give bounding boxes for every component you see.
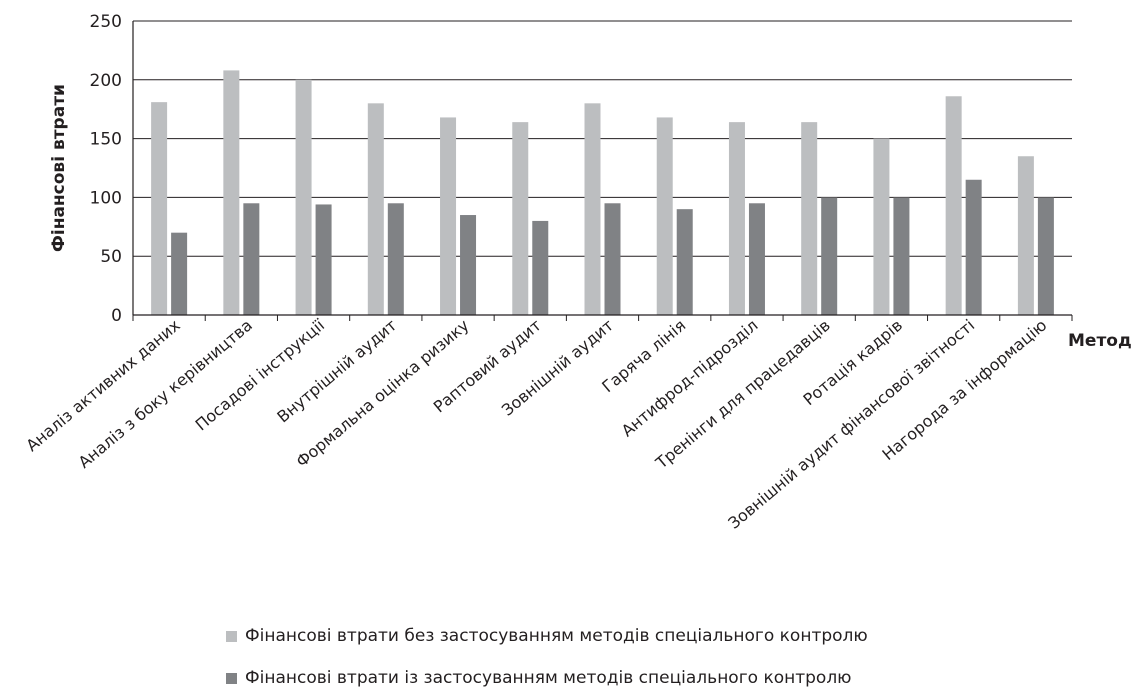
legend-item-series-2: Фінансові втрати із застосуванням методі… [226, 664, 868, 692]
legend-label-series-1: Фінансові втрати без застосуванням метод… [245, 626, 868, 646]
bar-series-2 [388, 203, 404, 315]
bars [151, 70, 1054, 315]
x-category-label: Посадові інструкції [192, 315, 329, 434]
x-category-label: Внутрішній аудит [273, 316, 400, 427]
bar-series-1 [296, 80, 312, 315]
bar-series-2 [749, 203, 765, 315]
y-tick-label: 150 [90, 130, 122, 150]
bar-series-2 [316, 204, 332, 315]
gridlines [133, 21, 1072, 256]
bar-series-2 [677, 209, 693, 315]
bar-series-1 [223, 70, 239, 315]
bar-series-2 [171, 233, 187, 315]
y-tick-label: 250 [90, 12, 122, 32]
bar-series-1 [512, 122, 528, 315]
bar-series-1 [946, 96, 962, 315]
legend-item-series-1: Фінансові втрати без застосуванням метод… [226, 622, 868, 650]
bar-series-1 [151, 102, 167, 315]
y-tick-label: 100 [90, 188, 122, 208]
bar-series-2 [605, 203, 621, 315]
bar-series-1 [729, 122, 745, 315]
legend-label-series-2: Фінансові втрати із застосуванням методі… [245, 668, 852, 688]
y-tick-label: 0 [111, 306, 122, 326]
y-axis-title: Фінансові втрати [49, 84, 69, 252]
bar-series-1 [368, 103, 384, 315]
bar-series-1 [801, 122, 817, 315]
legend-swatch-series-1 [226, 631, 237, 642]
bar-series-1 [873, 139, 889, 315]
bar-chart: 0 50 100 150 200 250 Аналіз активних данихАна… [0, 0, 1136, 610]
legend: Фінансові втрати без застосуванням метод… [226, 622, 868, 693]
x-axis-title: Метод [1068, 331, 1132, 351]
bar-series-1 [657, 117, 673, 315]
legend-swatch-series-2 [226, 673, 237, 684]
x-category-label: Антифрод-підрозділ [618, 316, 762, 441]
axes [133, 21, 1072, 321]
y-tick-label: 200 [90, 71, 122, 91]
bar-series-2 [821, 197, 837, 315]
x-category-label: Зовнішній аудит фінансової звітності [725, 316, 979, 533]
bar-series-2 [893, 197, 909, 315]
bar-series-2 [966, 180, 982, 315]
bar-series-2 [243, 203, 259, 315]
y-tick-label: 50 [100, 247, 122, 267]
bar-series-2 [460, 215, 476, 315]
bar-series-2 [532, 221, 548, 315]
bar-series-1 [1018, 156, 1034, 315]
bar-series-1 [440, 117, 456, 315]
bar-series-1 [585, 103, 601, 315]
bar-series-2 [1038, 197, 1054, 315]
y-tick-labels: 0 50 100 150 200 250 [90, 12, 122, 326]
